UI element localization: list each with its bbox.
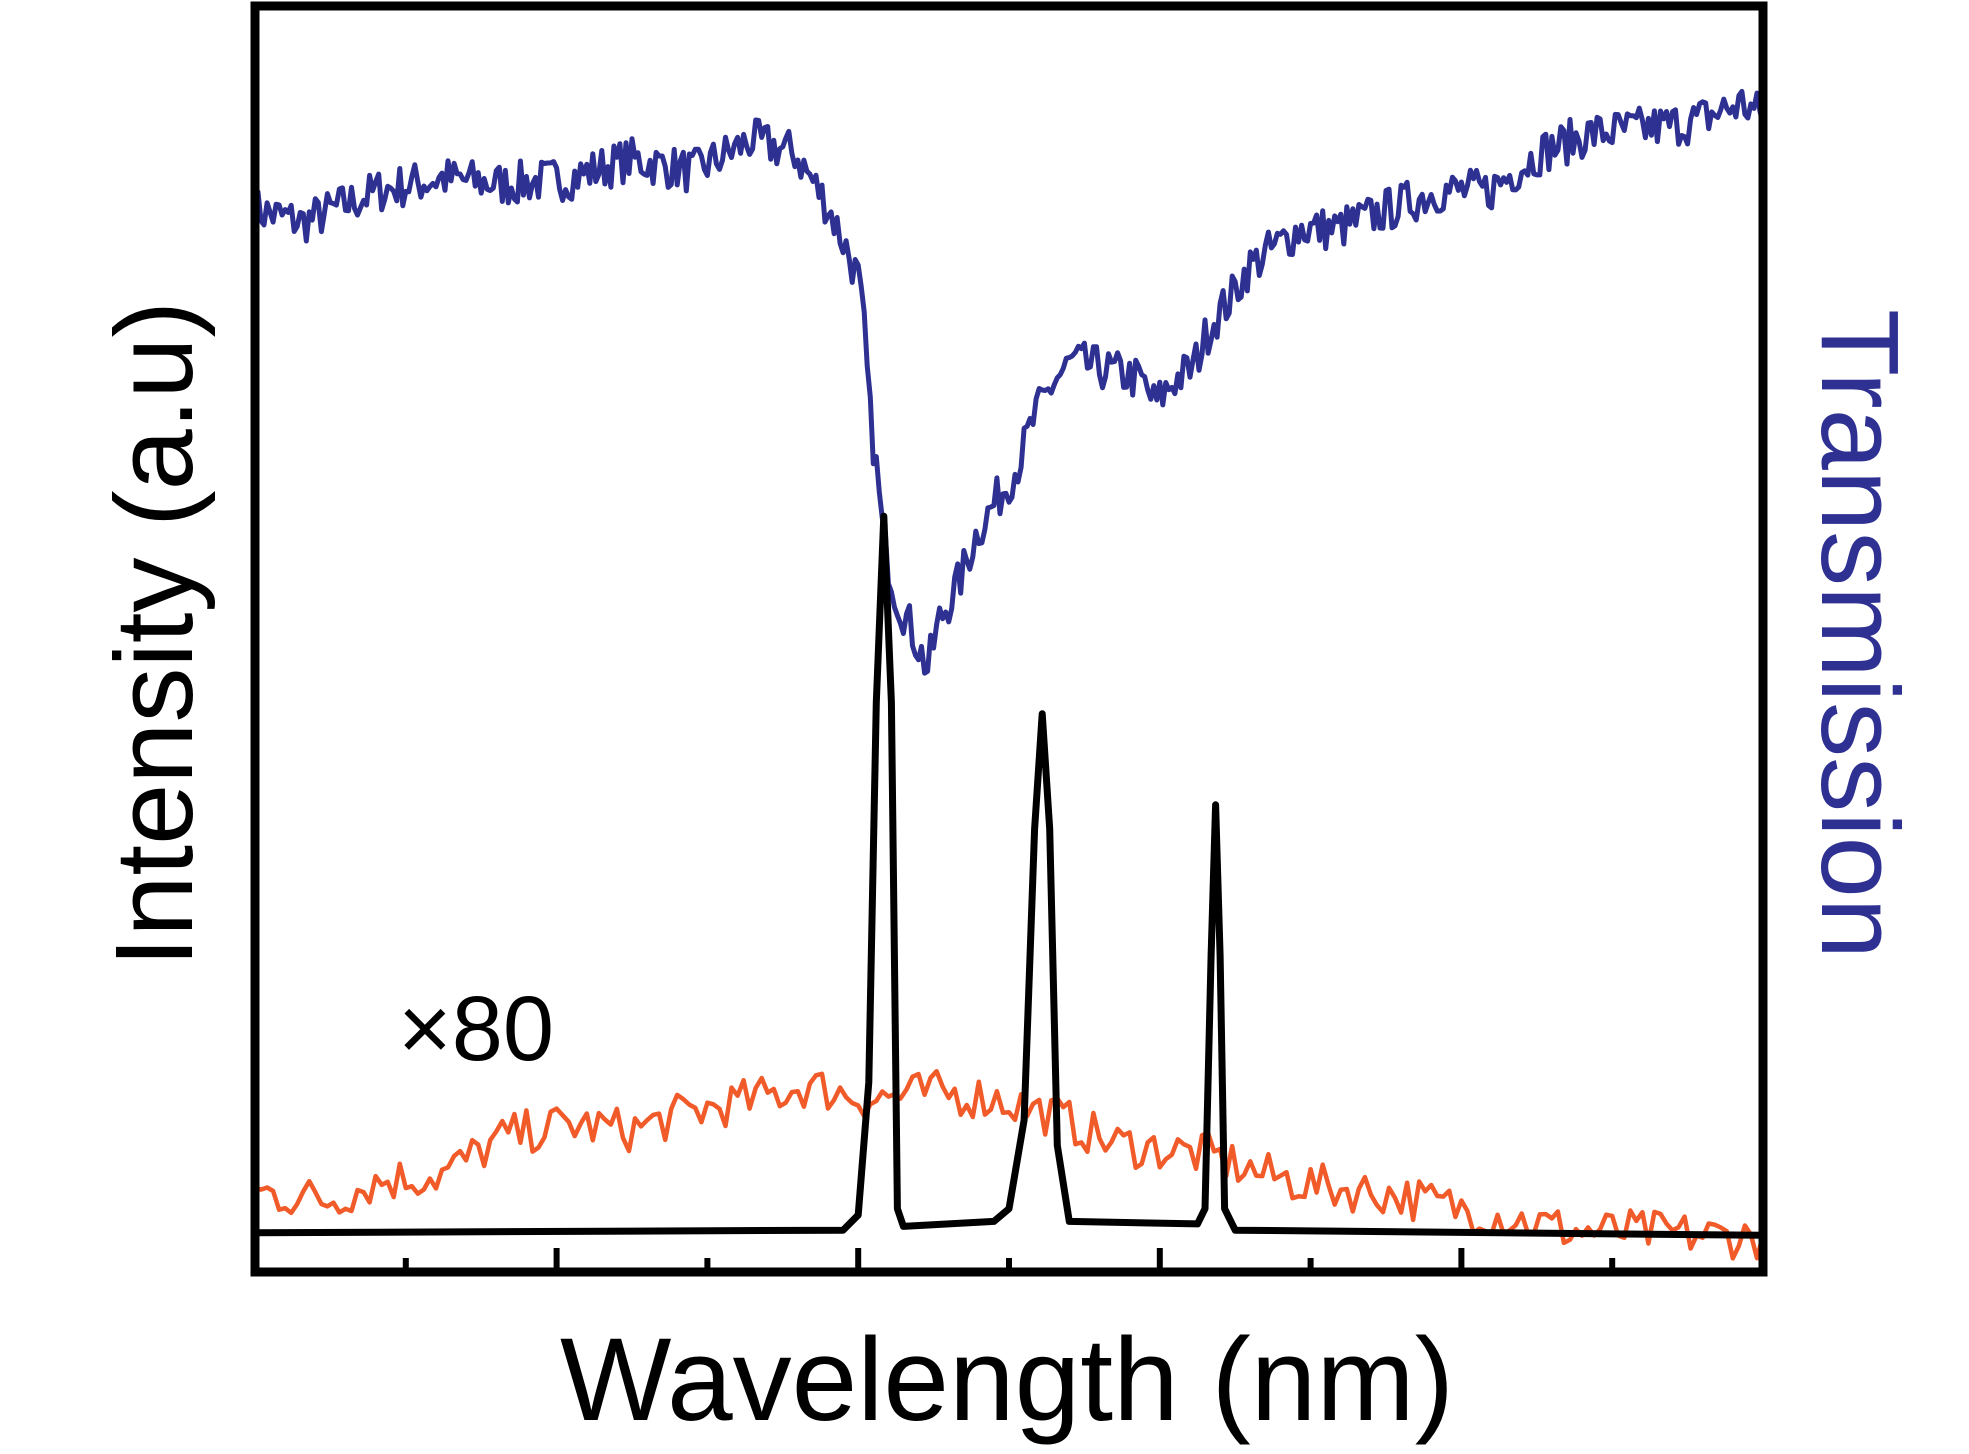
series-group xyxy=(252,88,1766,1261)
series-scaled-spectrum xyxy=(254,1068,1766,1261)
y-axis-right-label: Transmission xyxy=(1798,309,1921,959)
series-transmission xyxy=(252,88,1766,676)
x-axis-label: Wavelength (nm) xyxy=(560,1314,1454,1446)
plot-frame xyxy=(250,1,1768,1277)
scale-annotation: ×80 xyxy=(398,978,554,1080)
series-intensity xyxy=(254,512,1764,1239)
y-axis-label: Intensity (a.u) xyxy=(93,301,216,967)
